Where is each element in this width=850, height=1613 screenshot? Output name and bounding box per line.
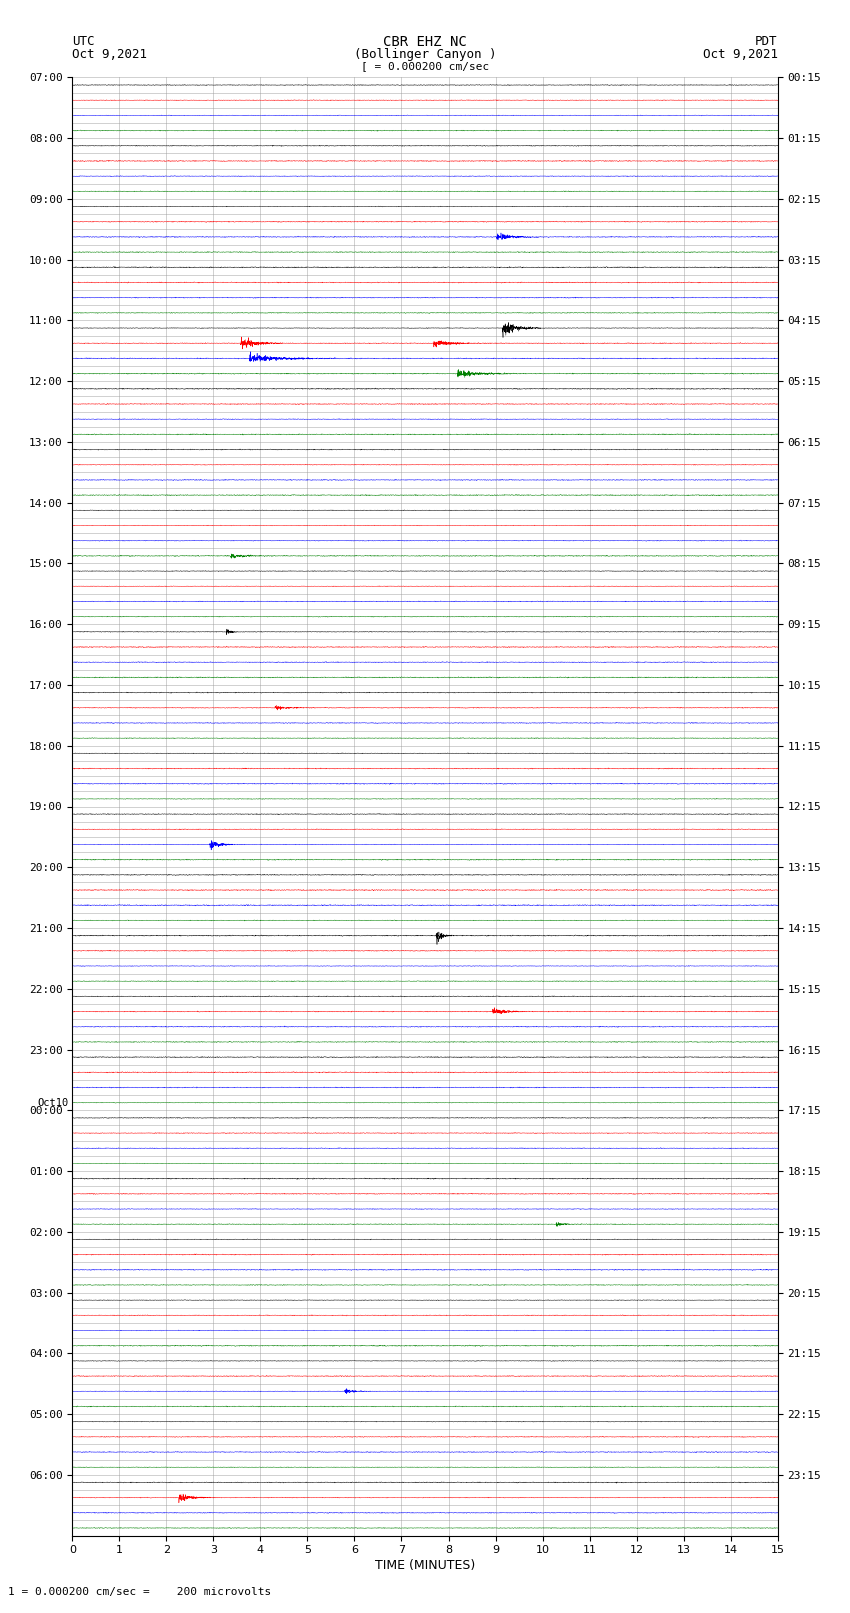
Text: Oct 9,2021: Oct 9,2021	[703, 48, 778, 61]
Text: UTC: UTC	[72, 35, 94, 48]
Text: Oct 9,2021: Oct 9,2021	[72, 48, 147, 61]
Text: CBR EHZ NC: CBR EHZ NC	[383, 35, 467, 50]
Text: (Bollinger Canyon ): (Bollinger Canyon )	[354, 48, 496, 61]
X-axis label: TIME (MINUTES): TIME (MINUTES)	[375, 1560, 475, 1573]
Text: Oct10: Oct10	[37, 1098, 69, 1108]
Text: [ = 0.000200 cm/sec: [ = 0.000200 cm/sec	[361, 61, 489, 71]
Text: 1 = 0.000200 cm/sec =    200 microvolts: 1 = 0.000200 cm/sec = 200 microvolts	[8, 1587, 272, 1597]
Text: PDT: PDT	[756, 35, 778, 48]
